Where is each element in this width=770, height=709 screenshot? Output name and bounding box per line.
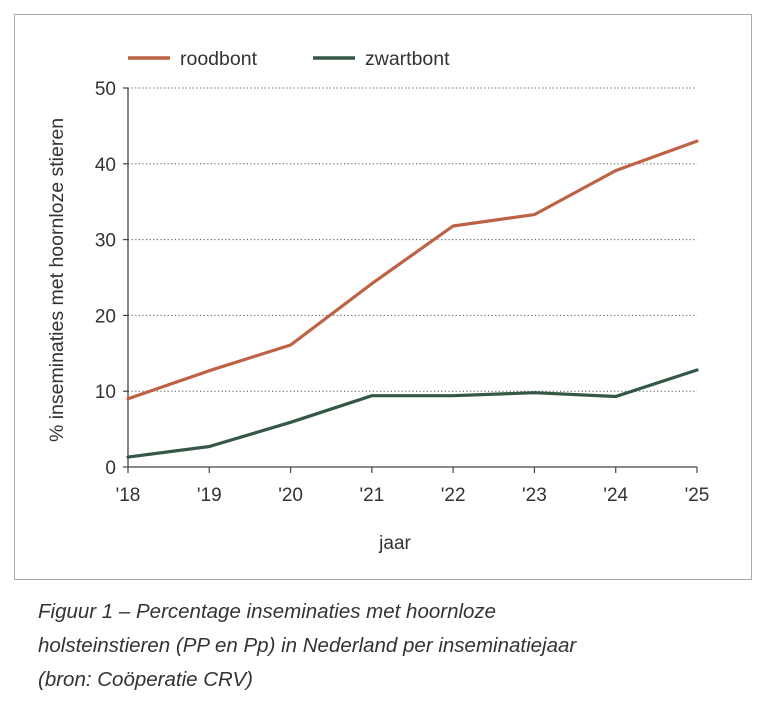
y-tick-label-20: 20 (95, 306, 116, 327)
y-tick-label-30: 30 (95, 231, 116, 252)
legend: roodbont zwartbont (128, 48, 450, 70)
tick-labels: 0 10 20 30 40 50 '18 '19 '20 '21 '22 '23 '24 '25 (95, 79, 710, 506)
x-axis-label: jaar (378, 533, 411, 554)
x-tick-label-4: '22 (441, 485, 466, 506)
x-tick-label-5: '23 (522, 485, 547, 506)
series-line-zwartbont (126, 368, 699, 459)
x-tick-label-1: '19 (197, 485, 222, 506)
x-tick-label-2: '20 (278, 485, 303, 506)
x-tick-label-7: '25 (685, 485, 710, 506)
grid-lines (128, 87, 697, 392)
y-tick-label-10: 10 (95, 382, 116, 403)
legend-label-zwartbont: zwartbont (365, 48, 450, 70)
legend-label-roodbont: roodbont (180, 48, 258, 70)
series-lines (126, 139, 699, 459)
figure-caption: Figuur 1 – Percentage inseminaties met h… (38, 595, 758, 697)
caption-line-1: Figuur 1 – Percentage inseminaties met h… (38, 600, 497, 623)
y-tick-label-50: 50 (95, 79, 116, 100)
y-axis-label: % inseminaties met hoornloze stieren (46, 118, 68, 442)
axes (123, 87, 698, 473)
x-tick-label-0: '18 (116, 485, 141, 506)
y-tick-label-40: 40 (95, 155, 116, 176)
chart-frame (14, 14, 752, 580)
y-tick-label-0: 0 (105, 458, 116, 479)
series-line-roodbont (126, 139, 699, 401)
x-tick-label-6: '24 (603, 485, 628, 506)
caption-line-2: holsteinstieren (PP en Pp) in Nederland … (38, 634, 577, 657)
x-tick-label-3: '21 (359, 485, 384, 506)
caption-line-3: (bron: Coöperatie CRV) (38, 668, 253, 691)
